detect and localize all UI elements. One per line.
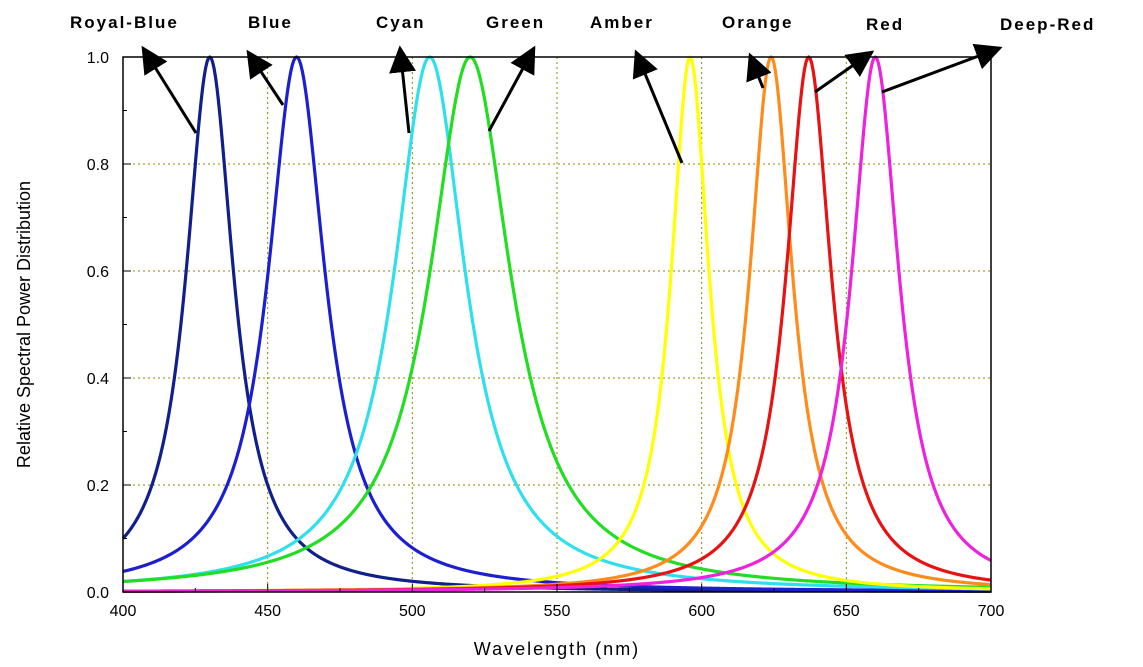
x-tick-label: 600 [688,603,715,620]
series-line-green [122,55,992,589]
y-axis-title: Relative Spectral Power Distribution [14,181,34,468]
y-tick-label: 0.8 [87,157,109,174]
y-tick-label: 1.0 [87,50,109,67]
series-label-orange: Orange [722,13,794,32]
pointer-arrow-green [487,45,536,132]
x-axis-title: Wavelength (nm) [474,639,640,659]
pointer-arrow-cyan [389,45,416,134]
grid [123,57,991,592]
series-label-blue: Blue [248,13,293,32]
axis-ticks: 400 450 500 550 600 650 700 0.0 0.2 0.4 0.6 0.8 1.0 [87,50,1005,620]
pointer-arrow-red [814,50,875,94]
y-tick-label: 0.4 [87,371,109,388]
y-tick-label: 0.0 [87,585,109,602]
series-label-red: Red [866,15,904,34]
pointer-arrow-royal-blue [141,45,198,134]
label-arrows [141,43,1003,164]
pointer-arrow-amber [632,49,684,164]
x-tick-label: 400 [110,603,137,620]
y-tick-label: 0.6 [87,264,109,281]
series-labels: Royal-Blue Blue Cyan Green Amber Orange Red Dee… [70,13,1095,34]
x-tick-label: 500 [399,603,426,620]
series-label-green: Green [486,13,545,32]
x-tick-label: 450 [254,603,281,620]
x-tick-label: 700 [978,603,1005,620]
x-tick-label: 650 [833,603,860,620]
y-tick-label: 0.2 [87,478,109,495]
series-label-cyan: Cyan [376,13,426,32]
series-label-royal-blue: Royal-Blue [70,13,179,32]
pointer-arrow-orange [746,52,772,89]
pointer-arrow-blue [246,49,285,106]
x-tick-label: 550 [544,603,571,620]
series-label-amber: Amber [590,13,654,32]
series-label-deep-red: Deep-Red [1000,15,1095,34]
pointer-arrow-deep-red [881,43,1003,94]
